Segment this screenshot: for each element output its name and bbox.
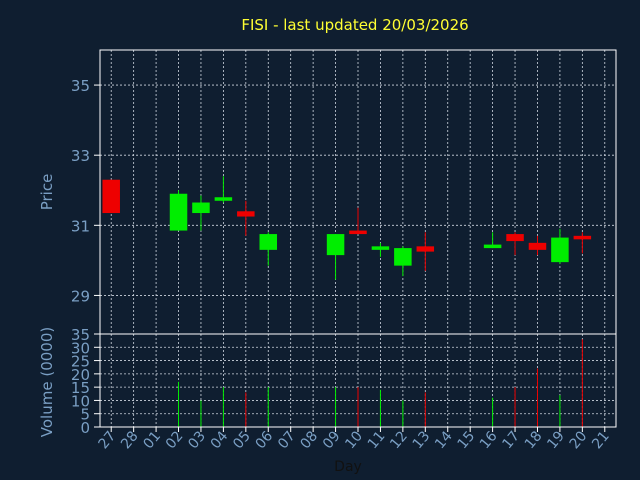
- day-tick-label: 05: [230, 428, 254, 452]
- price-tick-labels: 29 31 33 35: [71, 77, 100, 305]
- day-tick-label: 03: [185, 428, 209, 452]
- day-tick-label: 09: [320, 428, 344, 452]
- candle-body: [259, 234, 278, 250]
- candle-body: [214, 197, 233, 201]
- day-tick-label: 01: [140, 428, 164, 452]
- candlesticks: [102, 176, 592, 280]
- volume-tick-label: 5: [80, 406, 90, 424]
- candle-body: [573, 235, 592, 240]
- price-tick-label: 35: [71, 77, 90, 95]
- price-tick-label: 33: [71, 147, 90, 165]
- day-tick-label: 15: [455, 428, 479, 452]
- candle-body: [237, 211, 255, 217]
- candle-body: [169, 193, 188, 231]
- day-tick-label: 04: [208, 428, 232, 452]
- volume-tick-label: 10: [71, 392, 90, 410]
- candle-body: [416, 246, 435, 252]
- day-tick-label: 16: [477, 428, 501, 452]
- day-tick-label: 17: [499, 428, 523, 452]
- price-axis-label: Price: [38, 174, 56, 211]
- candle-body: [192, 202, 210, 214]
- candle-body: [551, 237, 569, 263]
- day-tick-label: 27: [96, 428, 120, 452]
- volume-tick-label: 25: [71, 353, 90, 371]
- volume-tick-label: 30: [71, 339, 90, 357]
- volume-bars: [178, 339, 583, 427]
- day-tick-label: 06: [253, 428, 277, 452]
- day-tick-label: 10: [342, 428, 366, 452]
- candle-body: [506, 234, 524, 242]
- day-tick-labels: 2728010203040506070809101112131415161718…: [96, 427, 613, 452]
- candle-body: [371, 246, 390, 250]
- candle-body: [528, 242, 547, 250]
- volume-tick-label: 20: [71, 366, 90, 384]
- price-tick-label: 31: [71, 217, 90, 235]
- day-tick-label: 19: [544, 428, 568, 452]
- day-tick-label: 28: [118, 428, 142, 452]
- volume-tick-label: 35: [71, 326, 90, 344]
- volume-axis-label: Volume (0000): [38, 327, 56, 437]
- day-tick-label: 21: [589, 428, 613, 452]
- chart-title: FISI - last updated 20/03/2026: [241, 16, 468, 34]
- day-tick-label: 12: [387, 428, 411, 452]
- x-axis-label: Day: [334, 459, 362, 475]
- day-tick-label: 20: [567, 428, 591, 452]
- candle-body: [326, 234, 345, 256]
- day-tick-label: 02: [163, 428, 187, 452]
- day-tick-label: 08: [297, 428, 321, 452]
- day-tick-label: 11: [365, 428, 389, 452]
- day-tick-label: 13: [410, 428, 434, 452]
- candle-body: [349, 230, 367, 235]
- volume-tick-label: 15: [71, 379, 90, 397]
- volume-tick-label: 0: [80, 419, 90, 437]
- day-tick-label: 07: [275, 428, 299, 452]
- price-grid: [100, 50, 616, 334]
- candle-body: [394, 248, 412, 266]
- price-tick-label: 29: [71, 287, 90, 305]
- day-tick-label: 14: [432, 428, 456, 452]
- candle-body: [483, 244, 502, 249]
- day-tick-label: 18: [522, 428, 546, 452]
- candle-body: [102, 179, 120, 214]
